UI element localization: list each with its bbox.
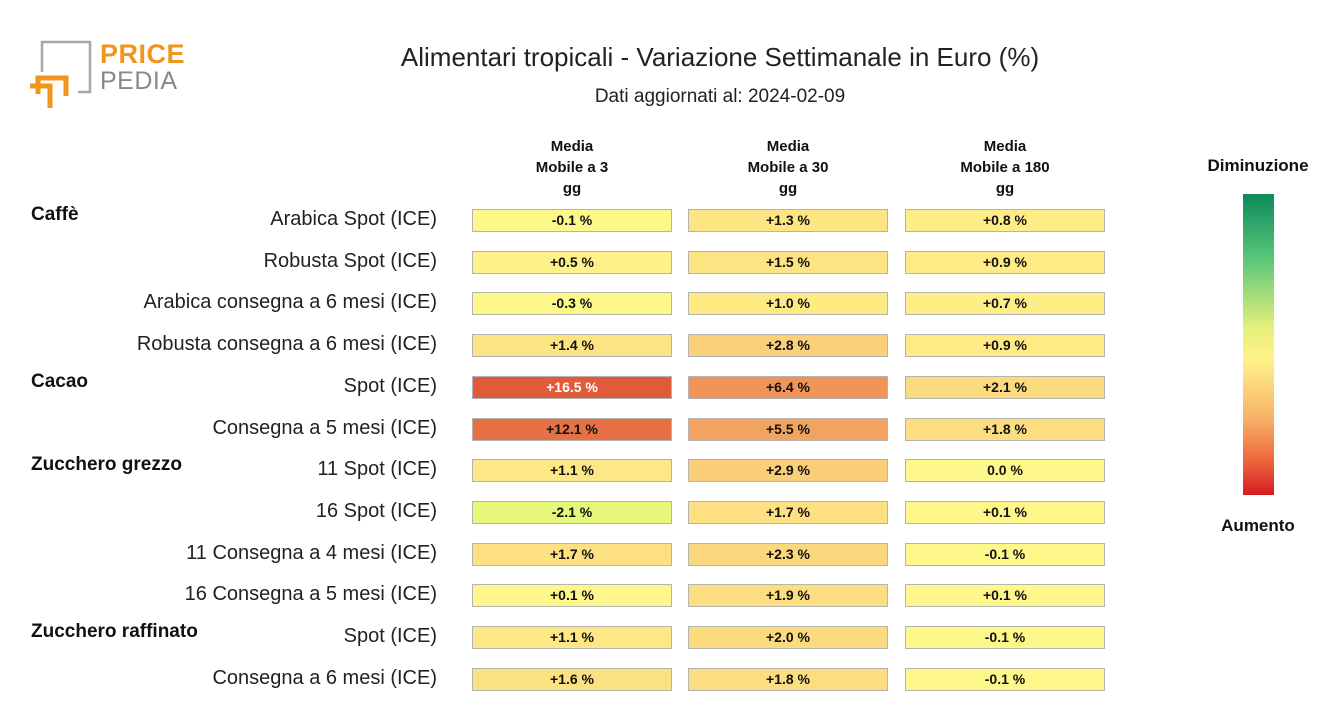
column-header-line: gg [995, 180, 1015, 197]
column-header-line: Media [983, 138, 1027, 155]
heatmap-cell: +1.1 % [472, 626, 672, 649]
legend-bottom-label: Aumento [1221, 516, 1295, 535]
row-label: Consegna a 5 mesi (ICE) [212, 416, 437, 439]
pricepedia-logo: PRICE PEDIA [28, 36, 198, 110]
heatmap-cell: +1.6 % [472, 667, 672, 691]
heatmap-cell: -0.1 % [905, 542, 1105, 566]
row-label: 16 Spot (ICE) [315, 499, 437, 522]
heatmap-cell: +16.5 % [472, 375, 672, 399]
column-header-line: Media [766, 138, 810, 155]
row-label: Spot (ICE) [343, 374, 437, 397]
legend-top-label: Diminuzione [1207, 156, 1309, 175]
group-label: Caffè [31, 204, 79, 225]
heatmap-cell: +1.8 % [905, 417, 1105, 441]
heatmap-cell: +0.8 % [905, 209, 1105, 232]
heatmap-cell: +2.1 % [905, 375, 1105, 399]
column-header-1: Media Mobile a 3 gg [471, 136, 673, 199]
heatmap-cell: +0.1 % [905, 584, 1105, 608]
heatmap-cell: -0.1 % [905, 667, 1105, 691]
group-label: Zucchero grezzo [31, 454, 182, 476]
row-label: Arabica consegna a 6 mesi (ICE) [143, 291, 437, 314]
heatmap-cell: -2.1 % [472, 500, 672, 524]
heatmap-cell: +0.7 % [905, 292, 1105, 316]
logo-mark-icon [30, 40, 92, 108]
heatmap-cell: +0.1 % [472, 584, 672, 608]
chart-subtitle: Dati aggiornati al: 2024-02-09 [594, 86, 846, 107]
heatmap-cell: +1.7 % [472, 542, 672, 566]
column-header-line: gg [778, 180, 798, 197]
row-label: 11 Consegna a 4 mesi (ICE) [186, 541, 437, 564]
heatmap-cell: +5.5 % [688, 417, 888, 441]
column-header-2: Media Mobile a 30 gg [687, 136, 889, 199]
heatmap-cell: +2.9 % [688, 459, 888, 483]
row-label: Consegna a 6 mesi (ICE) [212, 666, 437, 689]
heatmap-cell: 0.0 % [905, 459, 1105, 483]
row-label: 16 Consegna a 5 mesi (ICE) [184, 583, 437, 606]
row-label: Robusta consegna a 6 mesi (ICE) [136, 333, 437, 356]
heatmap-cell: +1.8 % [688, 667, 888, 691]
heatmap-cell: +6.4 % [688, 375, 888, 399]
heatmap-cell: +1.0 % [688, 292, 888, 316]
heatmap-cell: +0.1 % [905, 500, 1105, 524]
column-header-3: Media Mobile a 180 gg [904, 136, 1106, 199]
chart-title: Alimentari tropicali - Variazione Settim… [400, 42, 1040, 72]
heatmap-cell: +1.9 % [688, 584, 888, 608]
column-header-line: Mobile a 180 [960, 159, 1050, 176]
row-label: 11 Spot (ICE) [317, 458, 437, 481]
heatmap-cell: +12.1 % [472, 417, 672, 441]
group-label: Cacao [31, 370, 89, 392]
heatmap-cell: +2.3 % [688, 542, 888, 566]
heatmap-cell: +0.5 % [472, 250, 672, 274]
row-label: Arabica Spot (ICE) [270, 208, 437, 230]
logo-word-price: PRICE [100, 39, 186, 69]
heatmap-cell: -0.1 % [472, 209, 672, 232]
heatmap-cell: +0.9 % [905, 250, 1105, 274]
heatmap-cell: +1.4 % [472, 334, 672, 358]
heatmap-cell: +1.5 % [688, 250, 888, 274]
column-header-line: Media [550, 138, 594, 155]
group-label: Zucchero raffinato [31, 621, 198, 642]
heatmap-cell: +1.3 % [688, 209, 888, 232]
heatmap-cell: -0.3 % [472, 292, 672, 316]
heatmap-cell: -0.1 % [905, 626, 1105, 649]
heatmap-cell: +2.0 % [688, 626, 888, 649]
column-header-line: Mobile a 30 [747, 159, 829, 176]
row-label: Spot (ICE) [343, 625, 437, 647]
heatmap-cell: +1.1 % [472, 459, 672, 483]
logo-word-pedia: PEDIA [100, 67, 178, 95]
legend-color-bar [1243, 194, 1274, 495]
column-header-line: gg [562, 180, 582, 197]
heatmap-cell: +1.7 % [688, 500, 888, 524]
heatmap-cell: +0.9 % [905, 334, 1105, 358]
heatmap-cell: +2.8 % [688, 334, 888, 358]
column-header-line: Mobile a 3 [535, 159, 609, 176]
row-label: Robusta Spot (ICE) [263, 249, 437, 272]
